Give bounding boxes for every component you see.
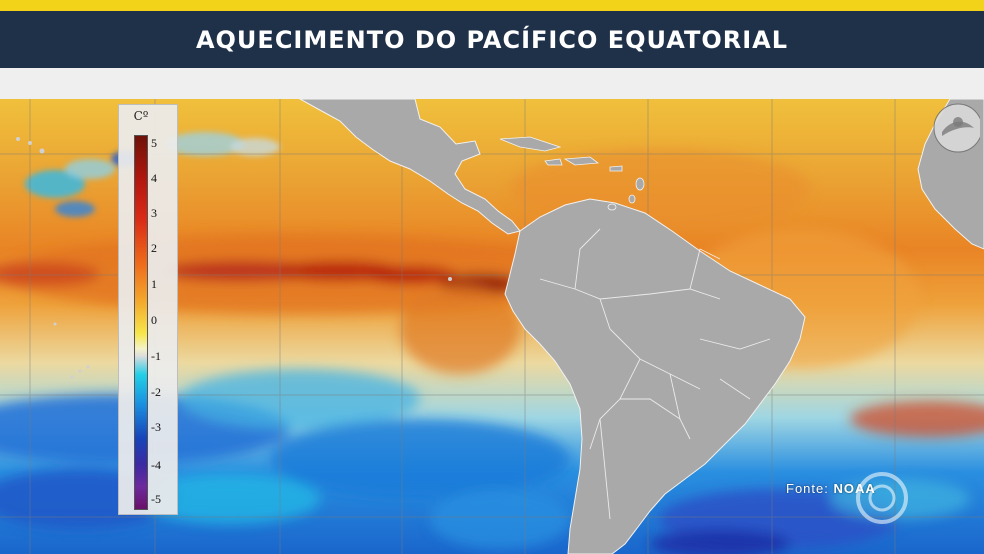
legend-tick: -4	[151, 458, 161, 472]
top-accent-bar	[0, 0, 984, 11]
southern-cold-band	[0, 369, 970, 554]
legend-tick: 4	[151, 171, 157, 185]
page-title: AQUECIMENTO DO PACÍFICO EQUATORIAL	[195, 25, 789, 54]
pacific-islands	[16, 137, 452, 379]
source-credit: Fonte: NOAA	[786, 481, 876, 496]
source-value: NOAA	[833, 481, 876, 496]
legend-tick: -1	[151, 349, 161, 363]
legend-tick: -3	[151, 420, 161, 434]
legend-tick: 1	[151, 277, 157, 291]
title-banner: AQUECIMENTO DO PACÍFICO EQUATORIAL	[0, 11, 984, 68]
sst-anomaly-map	[0, 99, 984, 554]
temperature-legend: Cº 5 4 3 2 1 0 -1 -2 -3 -4 -5	[118, 104, 178, 515]
caribbean-islands	[499, 136, 645, 211]
broadcaster-watermark-icon	[852, 468, 912, 532]
legend-tick: 3	[151, 206, 157, 220]
legend-tick: 5	[151, 136, 157, 150]
noaa-logo-icon	[924, 100, 983, 160]
legend-unit: Cº	[133, 109, 149, 123]
source-label: Fonte:	[786, 481, 829, 496]
country-borders	[539, 228, 771, 520]
legend-tick: 0	[151, 313, 157, 327]
legend-tick: -2	[151, 385, 161, 399]
sub-banner	[0, 68, 984, 99]
south-america-landmass	[504, 198, 806, 554]
legend-tick: 2	[151, 241, 157, 255]
legend-color-scale	[134, 135, 148, 510]
legend-tick: -5	[151, 492, 161, 506]
